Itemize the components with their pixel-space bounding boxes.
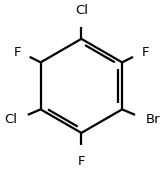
Text: Br: Br (146, 113, 160, 126)
Text: Cl: Cl (75, 4, 88, 17)
Text: Cl: Cl (4, 113, 17, 126)
Text: F: F (78, 155, 85, 167)
Text: F: F (13, 46, 21, 59)
Text: F: F (142, 46, 150, 59)
